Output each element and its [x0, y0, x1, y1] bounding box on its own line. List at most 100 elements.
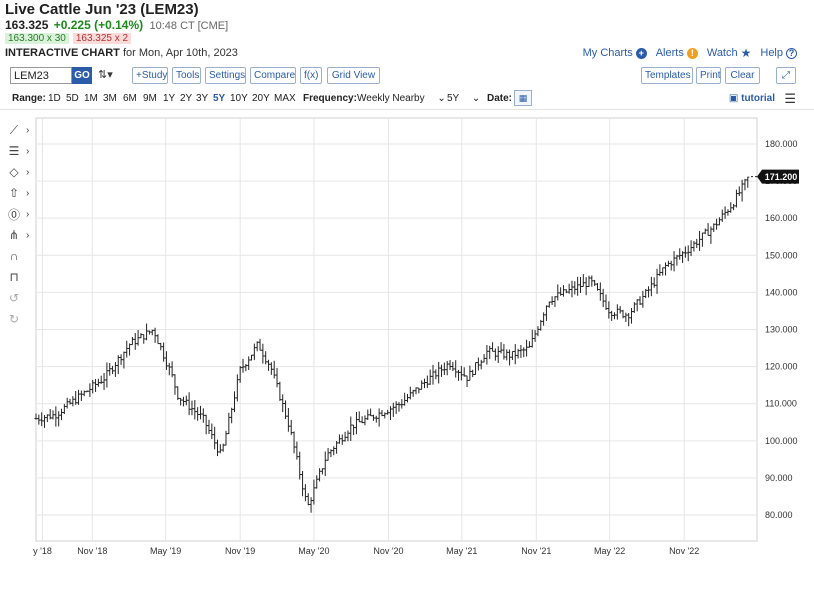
fib-tool[interactable]: ☰ › [6, 143, 36, 159]
arrow-tool-icon: ⇧ [8, 186, 20, 200]
x-tick-label: Nov '20 [373, 546, 403, 556]
y-tick-label: 140.000 [765, 287, 798, 297]
range-1m[interactable]: 1M [84, 93, 98, 104]
watch-link[interactable]: Watch ★ [707, 46, 752, 60]
help-link[interactable]: Help ? [760, 47, 797, 59]
redo-icon: ↻ [8, 312, 20, 326]
measure-tool-icon: ⓪ [7, 207, 20, 222]
redo-tool[interactable]: ↻ [6, 311, 36, 327]
x-tick-label: Nov '19 [225, 546, 255, 556]
magnet-tool[interactable]: ∩ [6, 248, 36, 264]
y-tick-label: 100.000 [765, 436, 798, 446]
range-20y[interactable]: 20Y [252, 93, 270, 104]
symbol-input[interactable] [10, 67, 72, 84]
period-value: 5Y [447, 93, 460, 104]
y-tick-label: 150.000 [765, 250, 798, 260]
pattern-tool[interactable]: ⋔ › [6, 227, 36, 243]
page-title: Live Cattle Jun '23 (LEM23) [5, 1, 199, 18]
chevron-down-icon: ⌄ [471, 93, 481, 104]
shape-tool[interactable]: ◇ › [6, 164, 36, 180]
y-tick-label: 110.000 [765, 399, 797, 409]
chevron-right-icon: › [26, 124, 30, 136]
chevron-right-icon: › [26, 187, 30, 199]
x-tick-label: Nov '18 [77, 546, 107, 556]
x-tick-label: Nov '21 [521, 546, 551, 556]
expand-icon[interactable]: ⤢ [776, 67, 796, 84]
bid-quote: 163.300 x 30 [5, 33, 69, 44]
toolbar-divider [0, 109, 814, 110]
go-button[interactable]: GO [72, 67, 92, 84]
range-5d[interactable]: 5D [66, 93, 79, 104]
alerts-link[interactable]: Alerts ! [656, 47, 698, 59]
compare-arrows-icon[interactable]: ⇅▾ [98, 69, 113, 81]
top-links: My Charts + Alerts ! Watch ★ Help ? [583, 46, 797, 60]
chart-axes: 80.000 90.000 100.000 110.000 120.000 130.000… [33, 139, 799, 556]
alert-icon: ! [686, 47, 698, 59]
chevron-right-icon: › [26, 166, 30, 178]
x-tick-label: y '18 [33, 546, 52, 556]
x-tick-label: May '19 [150, 546, 181, 556]
arrow-tool[interactable]: ⇧ › [6, 185, 36, 201]
grid-view-button[interactable]: Grid View [327, 67, 380, 84]
line-tool[interactable]: ⟋ › [6, 122, 36, 138]
chevron-down-icon: ⌄ [437, 93, 446, 104]
range-3m[interactable]: 3M [103, 93, 117, 104]
price-change: +0.225 (+0.14%) [53, 18, 144, 32]
range-label: Range: [12, 93, 46, 104]
range-1y[interactable]: 1Y [163, 93, 176, 104]
menu-icon[interactable]: ☰ [784, 91, 796, 106]
tutorial-label: tutorial [741, 93, 775, 104]
print-button[interactable]: Print [696, 67, 721, 84]
clear-button[interactable]: Clear [725, 67, 760, 84]
lock-icon: ⊓ [9, 270, 19, 284]
chart-date: for Mon, Apr 10th, 2023 [122, 47, 238, 59]
range-10y[interactable]: 10Y [230, 93, 248, 104]
frequency-select[interactable]: Weekly Nearby ⌄ [357, 93, 446, 104]
watch-label: Watch [706, 47, 738, 59]
chevron-right-icon: › [26, 229, 30, 241]
y-tick-label: 160.000 [765, 213, 798, 223]
chevron-right-icon: › [26, 145, 30, 157]
chevron-right-icon: › [26, 208, 30, 220]
study-button[interactable]: +Study [132, 67, 168, 84]
tutorial-link[interactable]: ▣ tutorial [729, 93, 775, 104]
chart-subheader: INTERACTIVE CHART for Mon, Apr 10th, 202… [5, 47, 238, 59]
price-line: 163.325 +0.225 (+0.14%) 10:48 CT [CME] [5, 18, 228, 32]
range-max[interactable]: MAX [274, 93, 296, 104]
my-charts-link[interactable]: My Charts + [583, 47, 647, 59]
help-icon: ? [786, 47, 797, 59]
templates-button[interactable]: Templates [641, 67, 693, 84]
period-select[interactable]: 5Y ⌄ [447, 93, 480, 104]
y-tick-label: 130.000 [765, 325, 798, 335]
y-tick-label: 180.000 [765, 139, 798, 149]
range-5y[interactable]: 5Y [213, 93, 226, 104]
frequency-label: Frequency: [303, 93, 357, 104]
calendar-icon[interactable]: ▦ [514, 90, 532, 106]
range-3y[interactable]: 3Y [196, 93, 209, 104]
measure-tool[interactable]: ⓪ › [6, 206, 36, 222]
y-tick-label: 120.000 [765, 362, 798, 372]
date-label: Date: [487, 93, 513, 104]
last-price: 163.325 [5, 18, 49, 32]
range-6m[interactable]: 6M [123, 93, 137, 104]
range-bar: Range: 1D 5D 1M 3M 6M 9M 1Y 2Y 3Y 5Y 10Y… [10, 90, 804, 108]
settings-button[interactable]: Settings [205, 67, 246, 84]
fx-button[interactable]: f(x) [300, 67, 322, 84]
shape-tool-icon: ◇ [9, 165, 19, 179]
tools-button[interactable]: Tools [172, 67, 201, 84]
chart-label: INTERACTIVE CHART [5, 47, 120, 59]
bid-ask: 163.300 x 30 163.325 x 2 [5, 33, 132, 44]
lock-tool[interactable]: ⊓ [6, 269, 36, 285]
compare-button[interactable]: Compare [250, 67, 296, 84]
range-9m[interactable]: 9M [143, 93, 157, 104]
range-2y[interactable]: 2Y [180, 93, 193, 104]
frequency-value: Weekly Nearby [357, 93, 425, 104]
y-tick-label: 80.000 [765, 510, 793, 520]
range-1d[interactable]: 1D [48, 93, 61, 104]
line-tool-icon: ⟋ [9, 122, 19, 137]
undo-tool[interactable]: ↺ [6, 290, 36, 306]
pattern-tool-icon: ⋔ [8, 228, 20, 242]
x-tick-label: May '21 [446, 546, 477, 556]
y-tick-label: 90.000 [765, 473, 793, 483]
